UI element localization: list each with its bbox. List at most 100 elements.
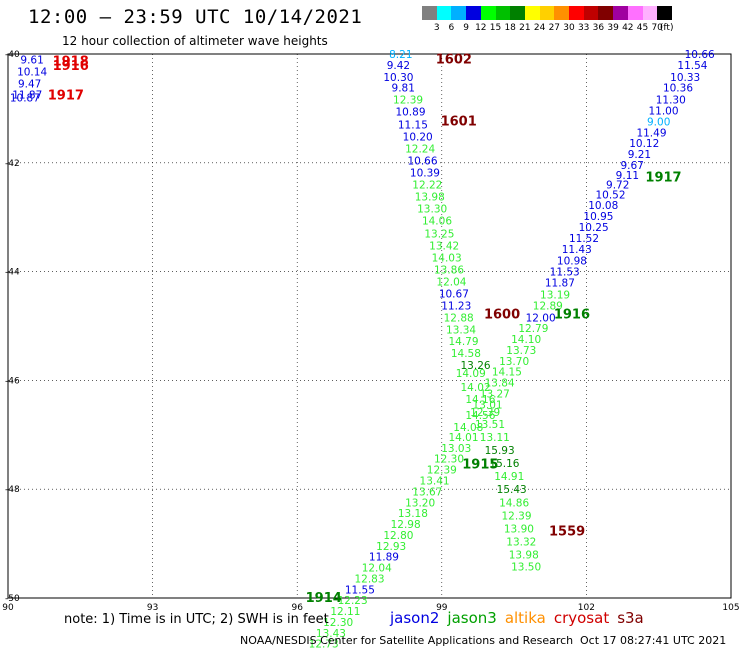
legend-item-jason2: jason2 bbox=[390, 609, 440, 627]
pass-time-label: 1917 bbox=[48, 88, 84, 103]
swh-value-label: 13.42 bbox=[429, 240, 459, 252]
colorbar-swatch bbox=[583, 6, 599, 20]
legend-item-altika: altika bbox=[504, 609, 546, 627]
swh-value-label: 14.79 bbox=[448, 336, 478, 348]
colorbar-swatch bbox=[422, 6, 438, 20]
pass-time-label: 1601 bbox=[441, 114, 477, 129]
pass-time-label: 1917 bbox=[645, 170, 681, 185]
colorbar-swatch bbox=[436, 6, 452, 20]
swh-value-label: 10.39 bbox=[410, 168, 440, 180]
swh-value-label: 12.73 bbox=[309, 639, 339, 650]
swh-value-label: 12.30 bbox=[323, 617, 353, 629]
swh-value-label: 13.20 bbox=[405, 497, 435, 509]
pass-time-label: 1915 bbox=[462, 458, 498, 473]
swh-value-label: 11.15 bbox=[398, 120, 428, 132]
swh-value-label: 10.33 bbox=[670, 72, 700, 84]
swh-value-label: 10.66 bbox=[407, 156, 437, 168]
colorbar-swatch bbox=[554, 6, 570, 20]
swh-value-label: 15.16 bbox=[489, 458, 519, 470]
swh-value-label: 12.30 bbox=[434, 454, 464, 466]
pass-time-label: 1559 bbox=[549, 525, 585, 540]
swh-value-label: 10.89 bbox=[395, 107, 425, 119]
colorbar-label: 6 bbox=[448, 23, 455, 33]
swh-value-label: 14.08 bbox=[453, 422, 483, 434]
colorbar-label: 45 bbox=[636, 23, 649, 33]
colorbar-label: 3 bbox=[433, 23, 440, 33]
swh-value-label: 14.16 bbox=[465, 394, 495, 406]
colorbar-swatch bbox=[569, 6, 585, 20]
swh-value-label: 12.83 bbox=[354, 573, 384, 585]
colorbar-swatch bbox=[510, 6, 526, 20]
swh-value-label: 11.54 bbox=[677, 60, 707, 72]
swh-value-label: 9.00 bbox=[647, 116, 670, 128]
colorbar-swatch bbox=[466, 6, 482, 20]
colorbar-label: 33 bbox=[577, 23, 590, 33]
colorbar-label: 12 bbox=[475, 23, 487, 33]
swh-value-label: 12.98 bbox=[391, 519, 421, 531]
swh-value-label: 12.04 bbox=[362, 563, 392, 575]
swh-value-label: 8.21 bbox=[389, 49, 412, 61]
swh-value-label: 10.14 bbox=[17, 66, 47, 78]
swh-value-label: 13.27 bbox=[480, 388, 510, 400]
colorbar-label: 15 bbox=[489, 23, 502, 33]
lon-tick-label: 93 bbox=[147, 603, 158, 613]
swh-value-label: 12.89 bbox=[533, 300, 563, 312]
swh-value-label: 12.39 bbox=[501, 510, 531, 522]
swh-value-label: 12.80 bbox=[383, 530, 413, 542]
swh-value-label: 13.90 bbox=[504, 523, 534, 535]
colorbar-label: 30 bbox=[563, 23, 575, 33]
swh-value-label: 11.43 bbox=[562, 244, 592, 256]
swh-value-label: 12.23 bbox=[338, 595, 368, 607]
swh-value-label: 11.49 bbox=[636, 127, 666, 139]
pass-time-label: 1918 bbox=[53, 55, 89, 70]
colorbar-label: 36 bbox=[592, 23, 605, 33]
lat-tick-label: -50 bbox=[5, 594, 20, 604]
swh-value-label: 12.00 bbox=[526, 312, 556, 324]
swh-value-label: 12.93 bbox=[376, 541, 406, 553]
swh-value-label: 13.25 bbox=[424, 229, 454, 241]
swh-value-label: 10.52 bbox=[595, 189, 625, 201]
legend-item-jason3: jason3 bbox=[447, 609, 497, 627]
swh-value-label: 11.53 bbox=[550, 267, 580, 279]
footer-credit: NOAA/NESDIS Center for Satellite Applica… bbox=[240, 634, 574, 647]
swh-value-label: 14.58 bbox=[451, 348, 481, 360]
swh-value-label: 12.22 bbox=[412, 180, 442, 192]
colorbar-swatch bbox=[642, 6, 658, 20]
lat-tick-label: -46 bbox=[5, 376, 20, 386]
swh-value-label: 11.23 bbox=[441, 300, 471, 312]
swh-value-label: 9.21 bbox=[628, 149, 651, 161]
swh-value-label: 14.01 bbox=[448, 432, 478, 444]
swh-value-label: 14.86 bbox=[499, 497, 529, 509]
swh-value-label: 14.56 bbox=[465, 410, 495, 422]
colorbar-swatch bbox=[613, 6, 629, 20]
colorbar-swatch bbox=[495, 6, 511, 20]
lat-tick-label: -42 bbox=[5, 159, 20, 169]
footer-timestamp: Oct 17 08:27:41 UTC 2021 bbox=[580, 634, 727, 647]
swh-value-label: 14.09 bbox=[456, 368, 486, 380]
swh-value-label: 10.08 bbox=[588, 200, 618, 212]
swh-value-label: 13.01 bbox=[473, 399, 503, 411]
colorbar-label: 21 bbox=[519, 23, 531, 33]
swh-value-label: 10.95 bbox=[583, 211, 613, 223]
page-title: 12:00 – 23:59 UTC 10/14/2021 bbox=[28, 6, 363, 28]
swh-value-label: 12.39 bbox=[427, 465, 457, 477]
swh-value-label: 12.24 bbox=[405, 144, 435, 156]
swh-value-label: 13.98 bbox=[415, 192, 445, 204]
swh-value-label: 13.98 bbox=[509, 549, 539, 561]
swh-value-label: 10.25 bbox=[579, 222, 609, 234]
note-text: note: 1) Time is in UTC; 2) SWH is in fe… bbox=[64, 612, 329, 627]
swh-value-label: 12.11 bbox=[330, 606, 360, 618]
swh-value-label: 10.12 bbox=[629, 138, 659, 150]
pass-time-label: 1600 bbox=[484, 307, 520, 322]
swh-value-label: 10.66 bbox=[685, 49, 715, 61]
swh-value-label: 9.67 bbox=[620, 160, 643, 172]
swh-value-label: 11.00 bbox=[648, 106, 678, 118]
colorbar-label: 39 bbox=[607, 23, 619, 33]
swh-value-label: 10.30 bbox=[383, 72, 413, 84]
swh-value-label: 11.55 bbox=[345, 584, 375, 596]
swh-value-label: 14.03 bbox=[432, 252, 462, 264]
swh-value-label: 10.98 bbox=[557, 256, 587, 268]
swh-value-label: 14.02 bbox=[461, 382, 491, 394]
swh-value-label: 11.87 bbox=[545, 277, 575, 289]
colorbar-swatch bbox=[451, 6, 467, 20]
